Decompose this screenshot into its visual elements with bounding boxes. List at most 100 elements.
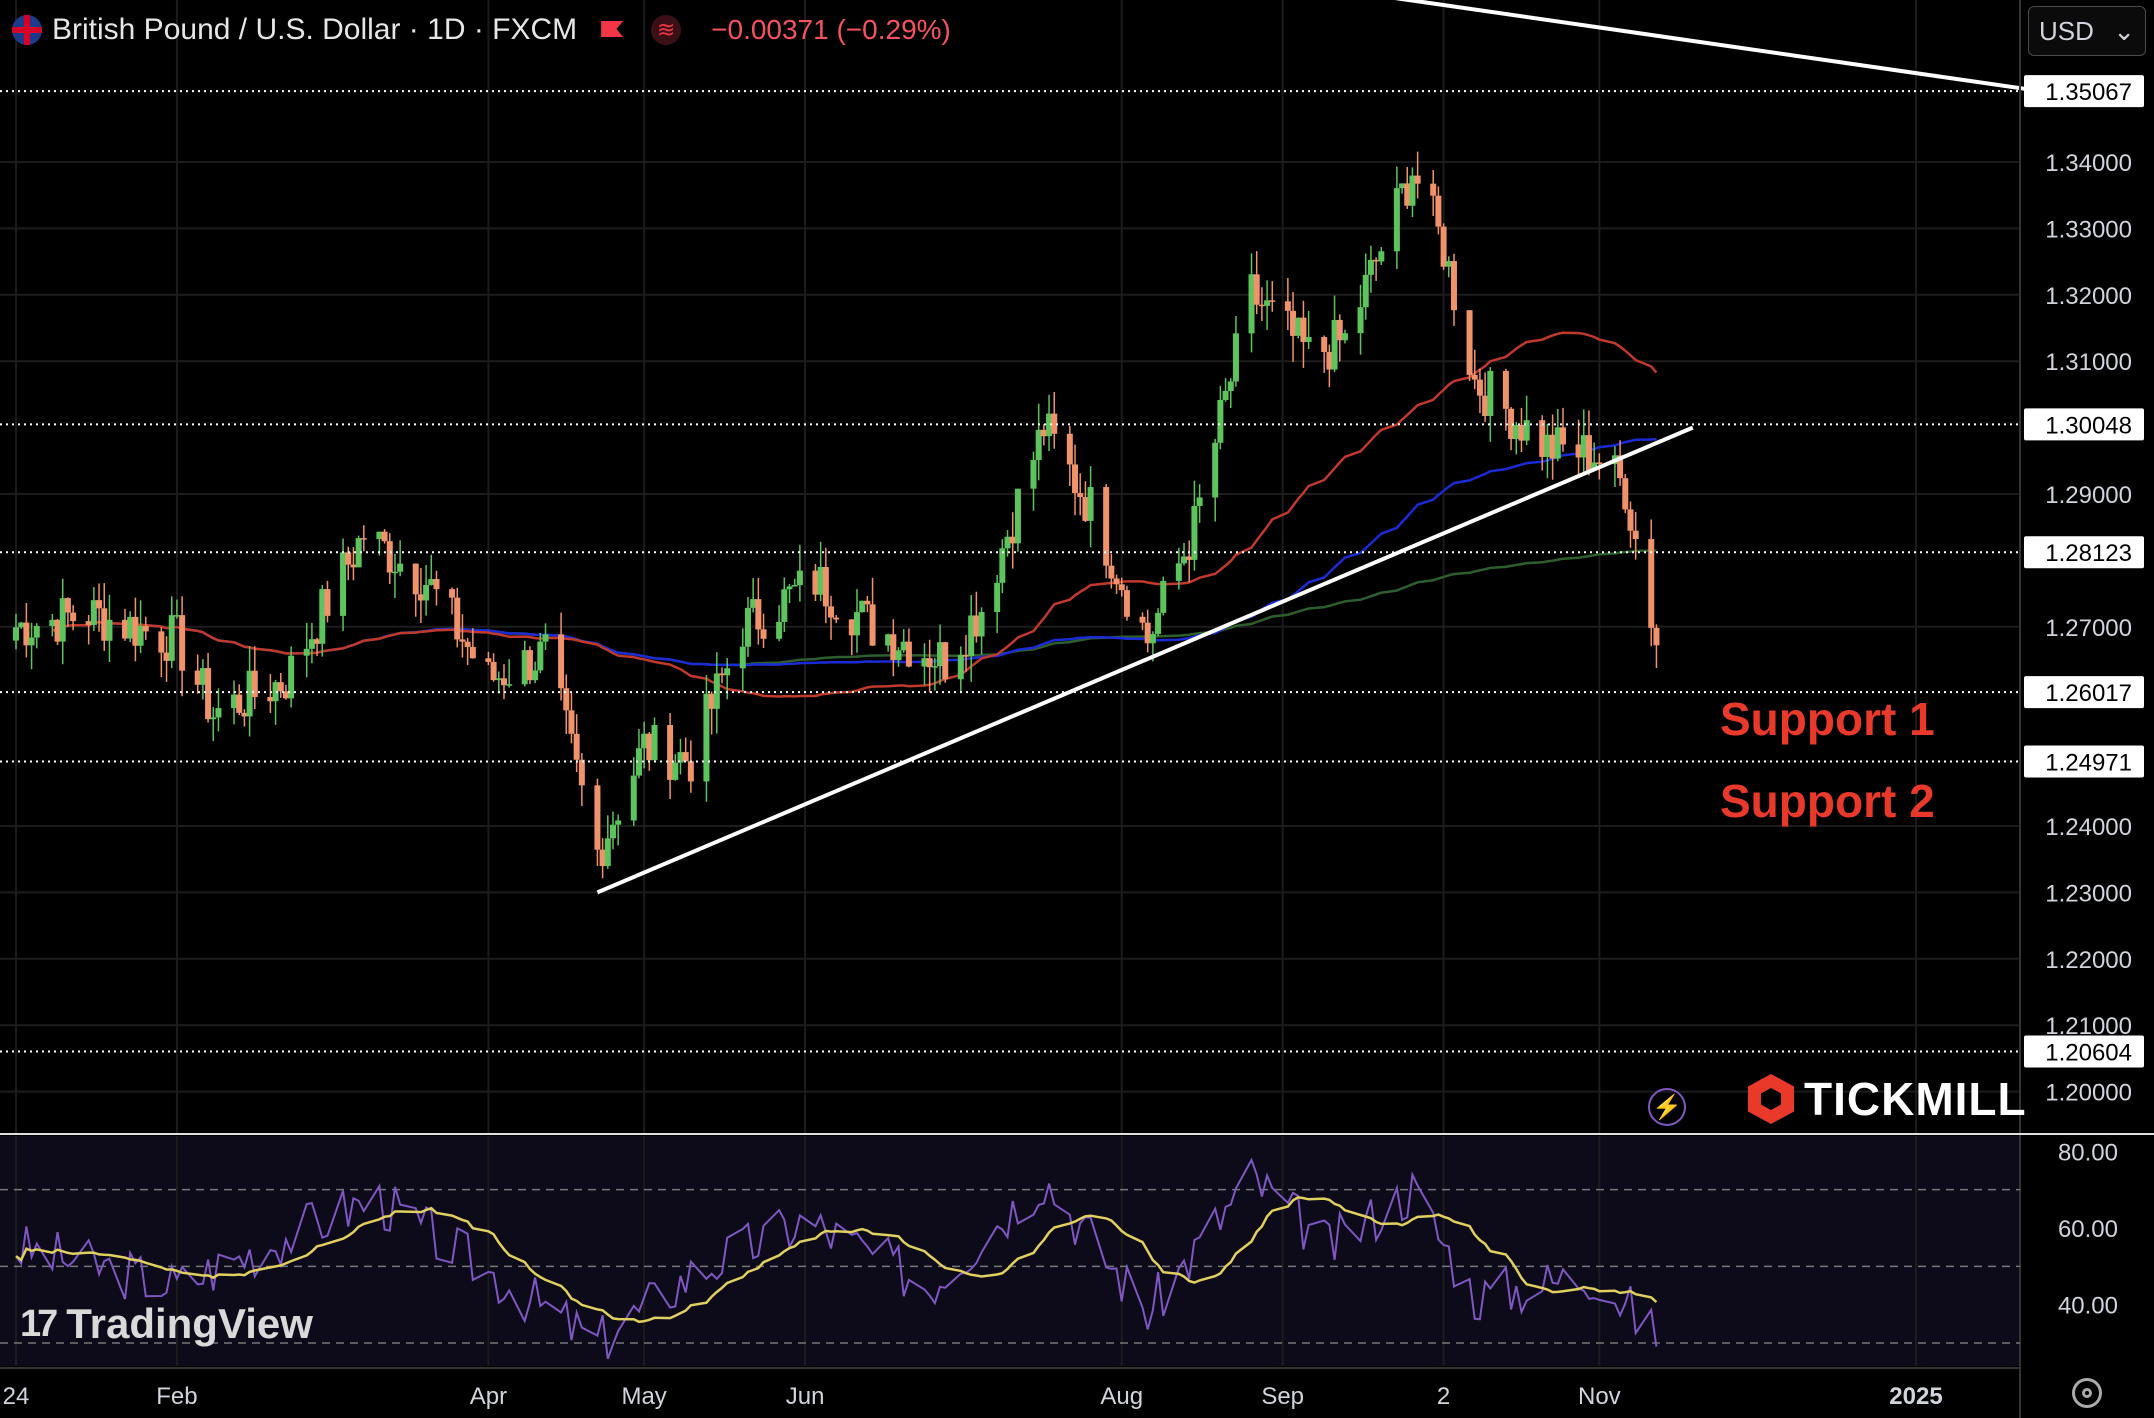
candle-body (49, 619, 56, 627)
candle-body (1622, 478, 1629, 510)
candle-body (1066, 433, 1073, 465)
candle-body (1253, 274, 1260, 305)
candle-body (423, 584, 430, 601)
candle-body (812, 570, 819, 595)
candle-body (1103, 487, 1110, 566)
candle-body (1508, 408, 1515, 440)
gear-icon[interactable] (2072, 1378, 2102, 1408)
candle-body (526, 650, 533, 681)
currency-value: USD (2039, 15, 2094, 46)
candle-body (744, 607, 751, 647)
candle-body (796, 570, 803, 586)
candle-body (895, 650, 902, 661)
candle-body (1212, 442, 1219, 498)
candle-body (1585, 435, 1592, 471)
candle-body (1123, 590, 1130, 617)
candle-body (267, 697, 274, 702)
price-change: −0.00371 (−0.29%) (711, 14, 951, 45)
candle-body (236, 694, 243, 713)
candle-body (485, 658, 492, 662)
candle-body (687, 761, 694, 782)
candle-body (391, 571, 398, 574)
candle-body (864, 600, 871, 605)
candle-body (158, 631, 165, 653)
price-tick-label: 1.22000 (2045, 947, 2132, 974)
candle-body (905, 641, 912, 667)
tradingview-logo[interactable]: 17 TradingView (20, 1300, 313, 1348)
candle-body (900, 641, 907, 651)
candle-body (1232, 333, 1239, 382)
candle-body (713, 673, 720, 709)
lightning-icon[interactable]: ⚡ (1648, 1088, 1686, 1126)
candle-body (210, 717, 217, 720)
candle-body (1264, 300, 1271, 306)
candle-body (703, 693, 710, 782)
candle-body (464, 641, 471, 647)
rsi-tick-label: 40.00 (2058, 1293, 2118, 1320)
candle-body (994, 582, 1001, 613)
candle-body (604, 838, 611, 867)
candle-body (760, 629, 767, 639)
support-1-label: Support 1 (1720, 693, 1935, 745)
candle-body (817, 566, 824, 595)
candle-body (677, 752, 684, 763)
candle-body (132, 616, 139, 646)
candle-body (303, 648, 310, 656)
candle-body (459, 639, 466, 642)
candle-body (1160, 580, 1167, 613)
rsi-tick-label: 80.00 (2058, 1139, 2118, 1166)
candle-body (397, 563, 404, 572)
symbol-header[interactable]: British Pound / U.S. Dollar · 1D · FXCM … (12, 10, 951, 50)
level-label-box (2024, 408, 2144, 441)
candle-body (926, 658, 933, 668)
support-2-label: Support 2 (1720, 775, 1935, 827)
candle-body (1549, 434, 1556, 459)
candle-body (1191, 506, 1198, 560)
candle-body (963, 655, 969, 657)
candle-body (251, 670, 258, 698)
candle-body (101, 608, 108, 641)
candle-body (168, 615, 175, 661)
candle-body (194, 670, 201, 685)
tickmill-mark (1748, 1074, 1794, 1124)
candle-body (999, 548, 1006, 583)
candle-body (1144, 622, 1151, 644)
candle-body (345, 552, 352, 565)
candle-body (1591, 462, 1598, 471)
candle-body (1175, 563, 1182, 581)
time-tick-label: Jun (786, 1383, 825, 1410)
candle-body (241, 712, 248, 717)
candle-body (1181, 556, 1188, 564)
uk-us-flag-icon (12, 15, 42, 45)
price-tick-label: 1.31000 (2045, 349, 2132, 376)
tickmill-logo: TICKMILL (1748, 1072, 2027, 1126)
candle-body (1155, 612, 1162, 635)
indicator-icon[interactable]: ≋ (651, 15, 682, 45)
currency-select[interactable]: USD ⌄ (2028, 6, 2146, 56)
candle-body (122, 619, 129, 639)
tradingview-wordmark: TradingView (66, 1300, 313, 1347)
candle-body (96, 600, 103, 609)
candle-body (724, 668, 731, 676)
candle-body (1554, 427, 1561, 459)
candle-body (428, 579, 435, 585)
candle-body (646, 733, 653, 761)
candle-body (1186, 556, 1193, 560)
candle-body (1300, 317, 1307, 342)
candle-body (750, 599, 757, 608)
candle-body (542, 634, 549, 642)
candle-body (28, 637, 35, 646)
flag-marker-icon[interactable] (601, 19, 623, 41)
candle-body (1373, 259, 1380, 262)
candle-body (1014, 488, 1021, 544)
candle-body (1404, 183, 1411, 206)
candle-body (355, 538, 362, 568)
candle-body (282, 691, 289, 699)
candle-body (376, 531, 383, 540)
level-label-text: 1.28123 (2045, 540, 2132, 567)
tradingview-mark: 17 (20, 1302, 58, 1345)
candle-body (500, 678, 507, 686)
candle-body (495, 678, 502, 681)
candle-body (776, 621, 783, 639)
